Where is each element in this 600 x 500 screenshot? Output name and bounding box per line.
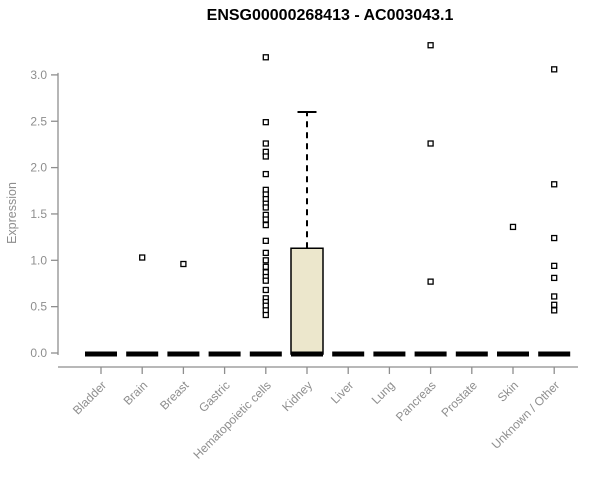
outlier-point [262, 204, 269, 211]
outlier-point [551, 262, 558, 270]
x-tick-label: Liver [328, 378, 356, 406]
outlier-point [139, 254, 146, 261]
outlier-point [551, 274, 558, 282]
outlier-point [551, 307, 558, 314]
median-bar [414, 351, 447, 357]
outlier-point [262, 153, 269, 160]
x-tick-label: Prostate [438, 378, 480, 420]
x-tick-label: Lung [369, 378, 398, 407]
y-tick-label: 0.0 [30, 346, 47, 360]
outlier-point [262, 216, 269, 223]
box-iqr [290, 247, 324, 355]
y-axis-title: Expression [5, 182, 19, 244]
y-tick-label: 2.0 [30, 161, 47, 175]
outlier-point [551, 234, 558, 242]
outlier-point [509, 223, 517, 231]
median-bar [249, 351, 282, 357]
median-bar [497, 351, 529, 357]
outlier-point [551, 301, 558, 308]
outlier-point [262, 286, 269, 294]
median-bar [291, 351, 323, 357]
y-tick-label: 0.5 [30, 300, 47, 314]
median-bar [85, 351, 117, 357]
median-bar [332, 351, 365, 357]
outlier-point [427, 42, 434, 49]
outlier-point [262, 54, 269, 61]
x-tick-label: Brain [121, 378, 151, 408]
outlier-point [262, 311, 269, 319]
y-tick-label: 1.0 [30, 253, 47, 267]
outlier-point [551, 181, 558, 188]
x-tick-label: Hematopoietic cells [190, 378, 273, 461]
chart-title: ENSG00000268413 - AC003043.1 [207, 7, 454, 24]
median-bar [167, 351, 200, 357]
median-bar [455, 351, 488, 357]
outlier-point [262, 140, 269, 147]
y-tick-label: 3.0 [30, 68, 47, 82]
outlier-point [551, 293, 558, 300]
x-tick-label: Skin [495, 378, 521, 404]
plot-area: 0.0 0.5 1.0 1.5 2.0 2.5 3.0 Bladder Brain Breast G… [30, 42, 578, 462]
median-bar [208, 351, 241, 357]
y-tick-label: 2.5 [30, 114, 47, 128]
outlier-point [551, 66, 558, 73]
outlier-point [262, 221, 269, 229]
median-bar [538, 351, 571, 357]
outlier-point [180, 260, 187, 268]
x-tick-label: Kidney [279, 378, 315, 414]
x-tick-label: Pancreas [393, 378, 439, 424]
x-tick-label: Gastric [196, 378, 233, 415]
median-bar [373, 351, 406, 357]
x-tick-label: Breast [157, 378, 192, 413]
outlier-point [262, 170, 269, 178]
outlier-point [262, 257, 269, 264]
outlier-point [262, 249, 269, 257]
median-bar [126, 351, 159, 357]
outlier-point [262, 263, 269, 270]
outlier-point [262, 119, 269, 126]
x-tick-label: Bladder [70, 378, 109, 417]
outlier-point [262, 237, 269, 244]
outlier-point [262, 277, 269, 284]
y-tick-label: 1.5 [30, 207, 47, 221]
outlier-point [427, 278, 434, 285]
outlier-point [427, 140, 434, 147]
